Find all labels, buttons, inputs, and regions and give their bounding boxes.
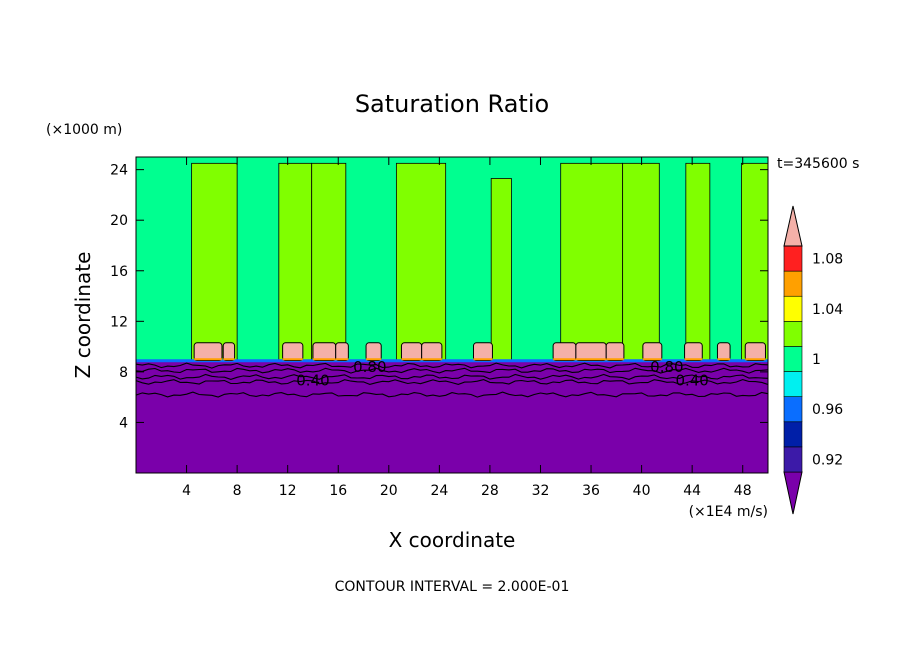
lower-dry-layer <box>136 360 768 473</box>
supersaturated-cap <box>575 342 607 362</box>
colorbar-swatch <box>783 446 803 473</box>
x-tick-label: 36 <box>582 483 600 499</box>
y-tick-label: 12 <box>110 314 128 330</box>
supersaturated-cap <box>421 342 443 362</box>
x-tick-label: 24 <box>430 483 448 499</box>
supersaturated-cap <box>282 342 304 362</box>
supersaturated-cap <box>642 342 663 362</box>
contour-line <box>135 367 769 374</box>
colorbar-tick-label: 0.96 <box>812 402 843 418</box>
y-tick-label: 24 <box>110 163 128 179</box>
saturated-column <box>741 162 769 363</box>
y-axis-ticks: 4 8 12 16 20 24 <box>110 163 768 431</box>
colorbar-min-arrow <box>783 471 803 515</box>
saturated-column <box>311 162 347 363</box>
contour-label: 0.40 <box>675 372 708 390</box>
plot-area <box>135 157 769 473</box>
colorbar-swatch <box>783 245 803 272</box>
y-tick-label: 8 <box>119 365 128 381</box>
saturated-column <box>395 162 447 363</box>
supersaturated-cap <box>684 342 703 362</box>
colorbar-swatch <box>783 295 803 322</box>
contour-label: 0.80 <box>353 358 386 376</box>
saturated-column <box>278 162 313 363</box>
x-tick-label: 20 <box>380 483 398 499</box>
supersaturated-cap <box>222 342 236 362</box>
saturated-column <box>191 162 238 363</box>
plot-frame <box>135 156 769 474</box>
supersaturated-cap <box>400 342 423 362</box>
colorbar-swatch <box>783 421 803 448</box>
x-axis-label: X coordinate <box>389 528 516 552</box>
supersaturated-cap <box>312 342 337 362</box>
colorbar <box>783 205 803 515</box>
contour-line <box>135 391 769 398</box>
supersaturated-cap <box>335 342 349 362</box>
supersaturated-cap <box>365 342 382 362</box>
supersaturated-cap <box>716 342 731 362</box>
x-tick-label: 48 <box>734 483 752 499</box>
y-tick-label: 16 <box>110 264 128 280</box>
contour-line <box>135 373 769 380</box>
supersaturated-cap <box>552 342 577 362</box>
colorbar-swatch <box>783 346 803 372</box>
colorbar-tick-labels: 1.08 1.04 1 0.96 0.92 <box>812 252 843 469</box>
contour-line <box>135 379 769 386</box>
x-axis-ticks: 4 8 12 16 20 24 28 32 36 40 44 48 <box>182 157 752 499</box>
contour-interval-footer: CONTOUR INTERVAL = 2.000E-01 <box>335 579 570 595</box>
colorbar-tick-label: 0.92 <box>812 452 843 468</box>
colorbar-swatch <box>783 321 803 347</box>
saturated-column <box>622 162 660 363</box>
supersaturated-cap <box>605 342 625 362</box>
colorbar-swatch <box>783 270 803 297</box>
contour-labels: 0.800.400.800.40 <box>296 358 709 390</box>
supersaturated-cap <box>744 342 766 362</box>
x-axis-unit: (×1E4 m/s) <box>689 504 768 520</box>
time-label: t=345600 s <box>777 156 859 172</box>
x-tick-label: 44 <box>683 483 701 499</box>
contour-line <box>135 362 769 369</box>
x-tick-label: 16 <box>329 483 347 499</box>
x-tick-label: 8 <box>233 483 242 499</box>
saturated-column <box>490 178 512 363</box>
chart-title: Saturation Ratio <box>355 90 549 118</box>
colorbar-max-arrow <box>783 205 803 247</box>
y-tick-label: 4 <box>119 415 128 431</box>
colorbar-tick-label: 1 <box>812 352 821 368</box>
x-tick-label: 4 <box>182 483 191 499</box>
y-axis-label: Z coordinate <box>71 252 95 379</box>
x-tick-label: 32 <box>532 483 550 499</box>
colorbar-tick-label: 1.04 <box>812 302 843 318</box>
x-tick-label: 28 <box>481 483 499 499</box>
transition-band <box>136 359 768 363</box>
colorbar-swatch <box>783 371 803 397</box>
y-axis-unit: (×1000 m) <box>46 122 122 138</box>
x-tick-label: 12 <box>279 483 297 499</box>
contour-label: 0.40 <box>296 372 329 390</box>
saturated-column <box>560 162 624 363</box>
contour-label: 0.80 <box>650 358 683 376</box>
supersaturated-cap <box>193 342 223 362</box>
colorbar-swatch <box>783 396 803 423</box>
saturated-column <box>685 162 711 363</box>
colorbar-tick-label: 1.08 <box>812 252 843 268</box>
y-tick-label: 20 <box>110 213 128 229</box>
x-tick-label: 40 <box>633 483 651 499</box>
supersaturated-cap <box>472 342 493 362</box>
